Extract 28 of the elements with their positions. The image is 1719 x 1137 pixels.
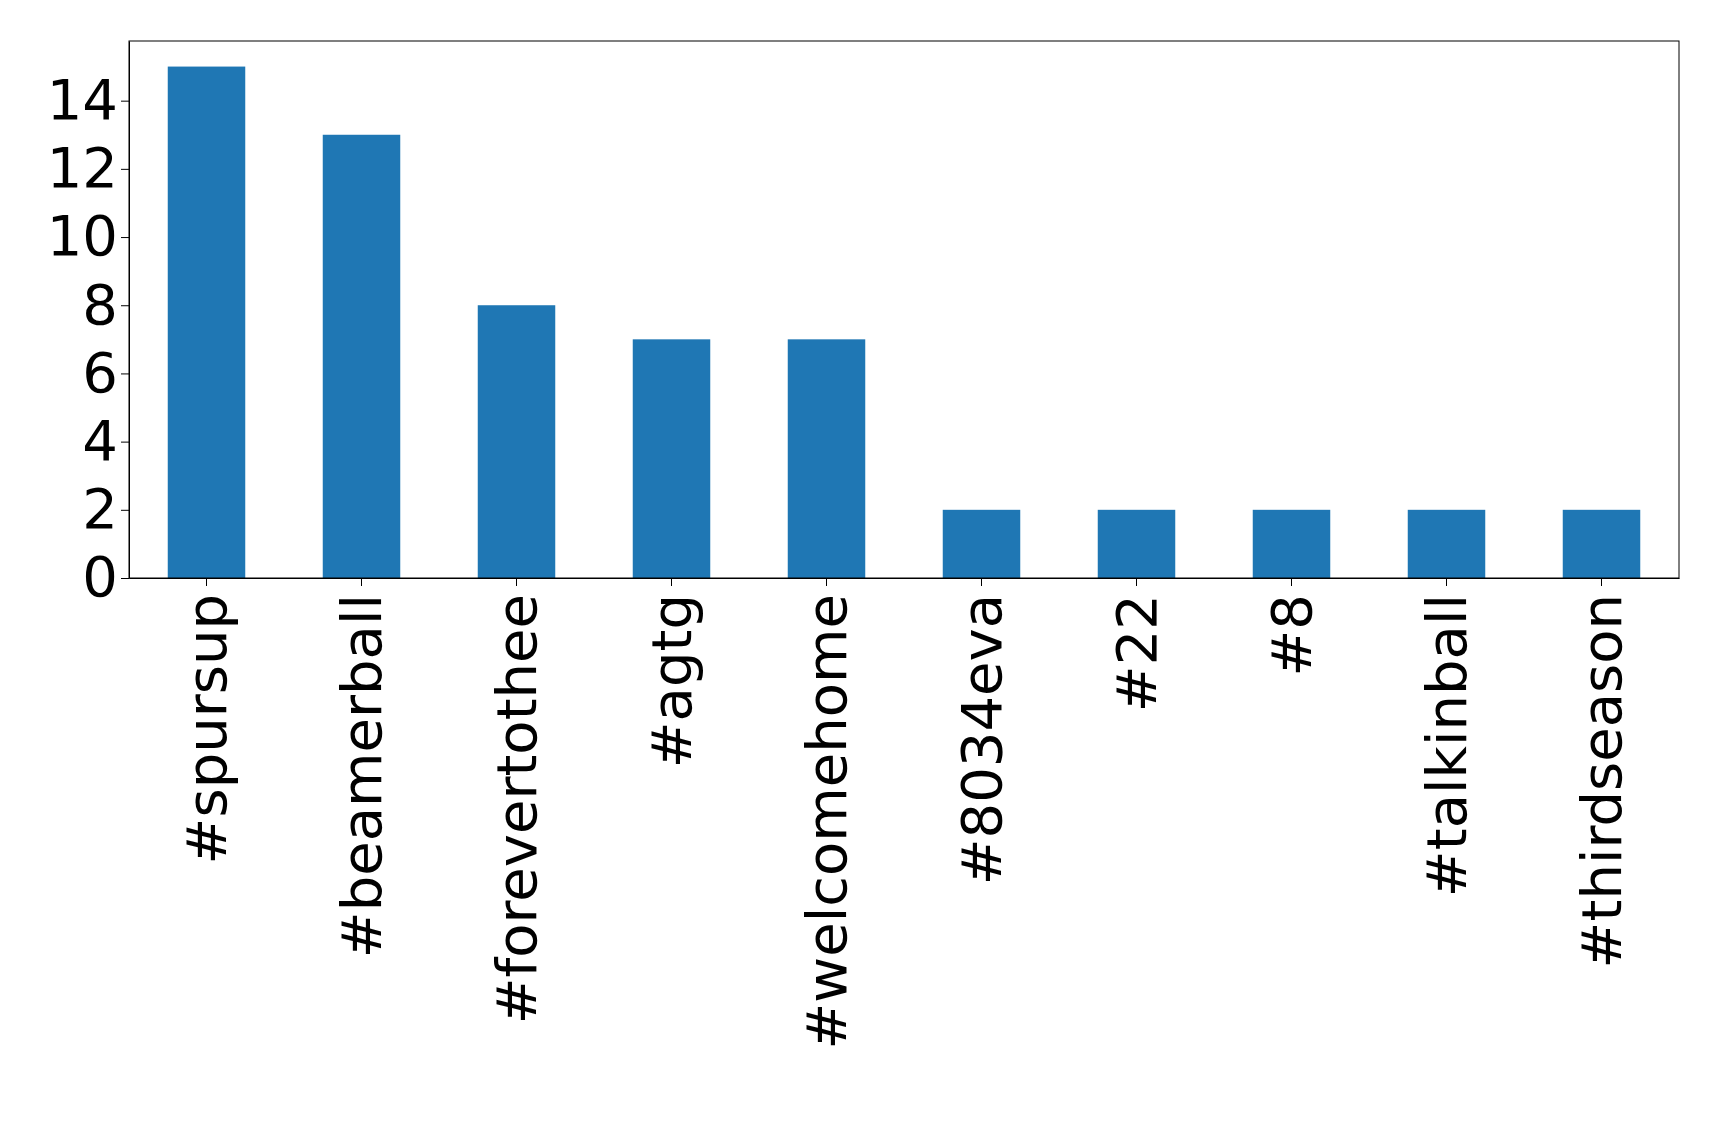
x-tick-label: #8 (1259, 594, 1325, 677)
y-tick-label: 12 (46, 135, 118, 201)
x-tick-label: #agtg (639, 594, 705, 769)
bar (322, 134, 401, 578)
bar (1562, 509, 1641, 578)
bar (1097, 509, 1176, 578)
bar (632, 339, 711, 578)
y-tick-label: 8 (82, 271, 118, 337)
bar (477, 305, 556, 578)
bar (1407, 509, 1486, 578)
x-tick-label: #8034eva (949, 594, 1015, 886)
bar (787, 339, 866, 578)
y-tick-label: 0 (82, 544, 118, 610)
x-tick-label: #22 (1104, 594, 1170, 713)
x-tick-label: #thirdseason (1569, 594, 1635, 969)
x-tick-label: #forevertothee (484, 594, 550, 1025)
bar (1252, 509, 1331, 578)
y-tick-label: 4 (82, 408, 118, 474)
x-tick-label: #talkinball (1414, 594, 1480, 898)
y-tick-label: 10 (46, 203, 118, 269)
bar (167, 66, 246, 578)
y-tick-label: 14 (46, 67, 118, 133)
x-tick-label: #welcomehome (794, 594, 860, 1050)
bar (942, 509, 1021, 578)
y-tick-label: 2 (82, 476, 118, 542)
x-tick-label: #spursup (174, 594, 240, 865)
x-tick-label: #beamerball (329, 594, 395, 959)
y-tick-label: 6 (82, 339, 118, 405)
